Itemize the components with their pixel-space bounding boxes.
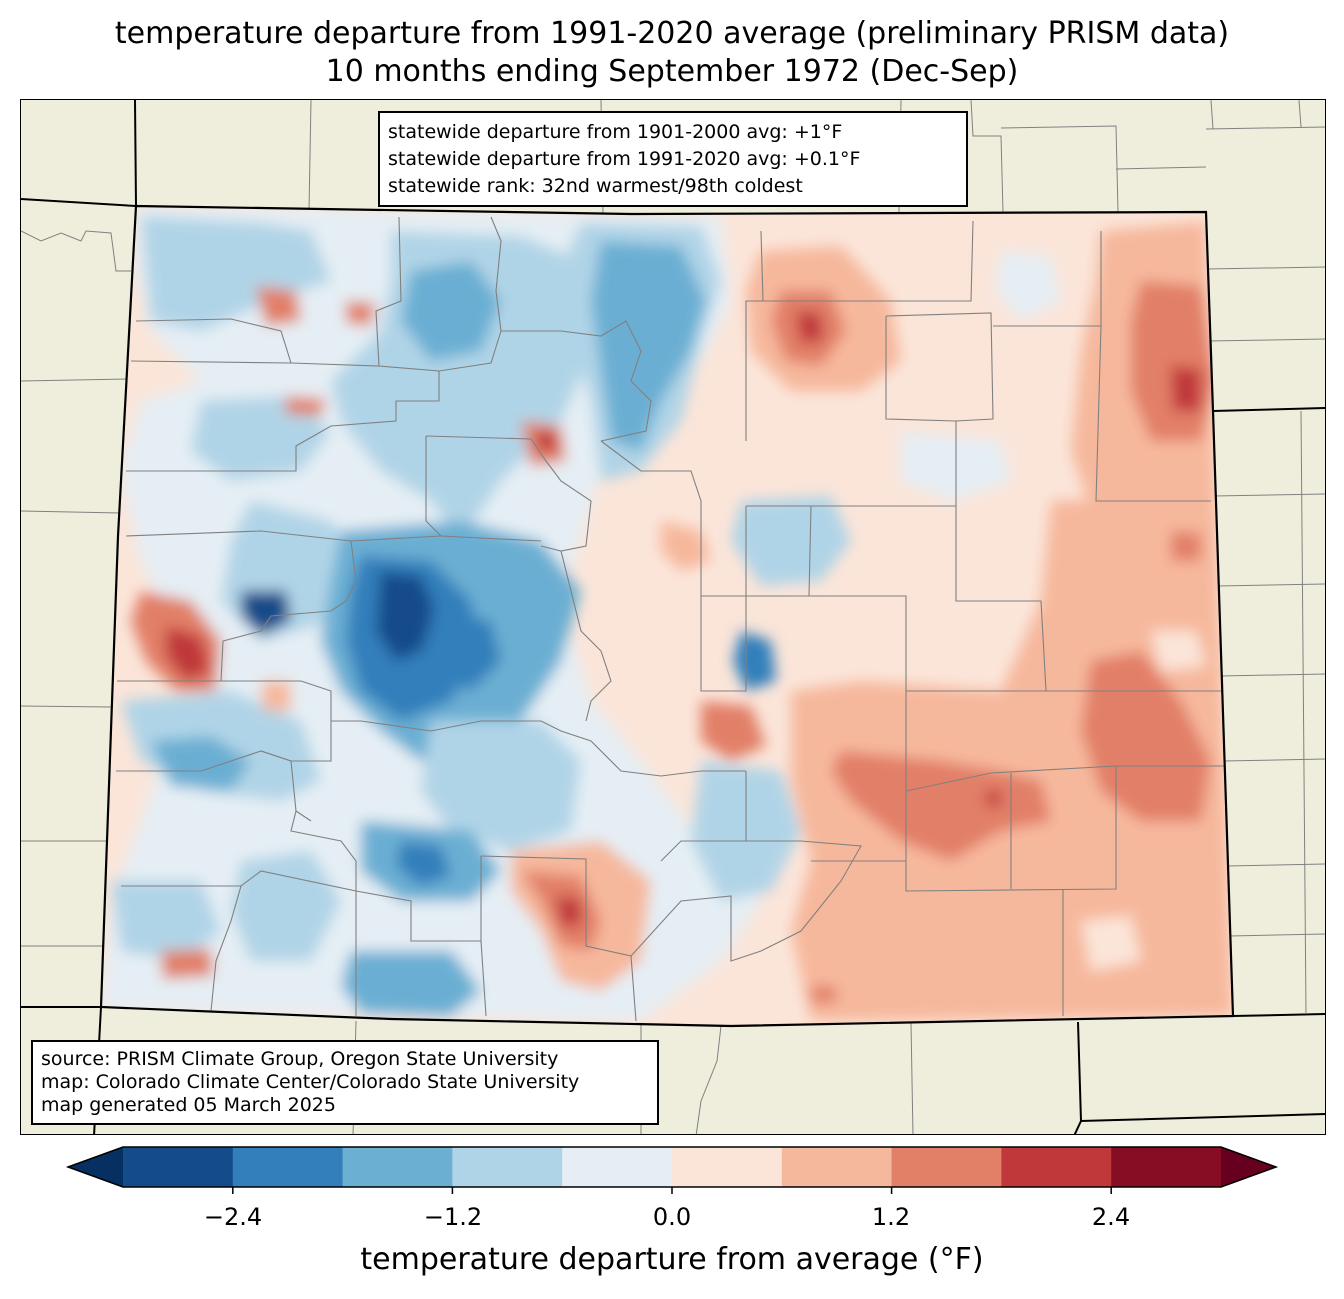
colorbar-over-arrow xyxy=(1221,1147,1276,1187)
map-credit-line: map: Colorado Climate Center/Colorado St… xyxy=(41,1071,580,1093)
stat-departure-1991-2020: statewide departure from 1991-2020 avg: … xyxy=(388,148,861,170)
colorbar-bin xyxy=(672,1147,783,1187)
colorbar-bin xyxy=(1111,1147,1222,1187)
stat-departure-1901-2000: statewide departure from 1901-2000 avg: … xyxy=(388,121,843,143)
colorbar-outline xyxy=(65,1146,1279,1188)
source-line: source: PRISM Climate Group, Oregon Stat… xyxy=(41,1048,559,1070)
colorbar-tick-label: −1.2 xyxy=(423,1203,483,1231)
map-title: temperature departure from 1991-2020 ave… xyxy=(114,16,1230,51)
colorbar-bin xyxy=(123,1147,234,1187)
colorado-border xyxy=(99,204,1235,1028)
statewide-stats-box: statewide departure from 1901-2000 avg: … xyxy=(378,111,968,207)
colorbar-bin xyxy=(781,1147,893,1187)
colorbar-bin xyxy=(232,1147,344,1187)
colorbar-tick-label: 0.0 xyxy=(652,1203,692,1231)
map-subtitle: 10 months ending September 1972 (Dec-Sep… xyxy=(325,54,1019,89)
neighbor-state-borders xyxy=(21,100,1325,1134)
map-frame xyxy=(20,99,1326,1135)
colorbar-bin xyxy=(1001,1147,1112,1187)
colorbar-tick-label: 2.4 xyxy=(1091,1203,1131,1231)
generated-date-line: map generated 05 March 2025 xyxy=(41,1094,336,1116)
colorbar-under-arrow xyxy=(68,1147,123,1187)
source-box: source: PRISM Climate Group, Oregon Stat… xyxy=(31,1040,659,1125)
colorbar-bin xyxy=(891,1147,1002,1187)
colorbar-label: temperature departure from average (°F) xyxy=(360,1242,984,1277)
stat-rank: statewide rank: 32nd warmest/98th coldes… xyxy=(388,175,803,197)
temperature-field xyxy=(101,206,1233,1026)
colorbar-bin xyxy=(562,1147,673,1187)
colorbar-tick-label: 1.2 xyxy=(871,1203,911,1231)
colorbar-tick-label: −2.4 xyxy=(203,1203,263,1231)
colorbar xyxy=(65,1146,1279,1194)
county-lines xyxy=(116,216,1226,1022)
colorbar-bin xyxy=(452,1147,563,1187)
colorbar-bin xyxy=(342,1147,453,1187)
map-canvas xyxy=(21,100,1325,1134)
